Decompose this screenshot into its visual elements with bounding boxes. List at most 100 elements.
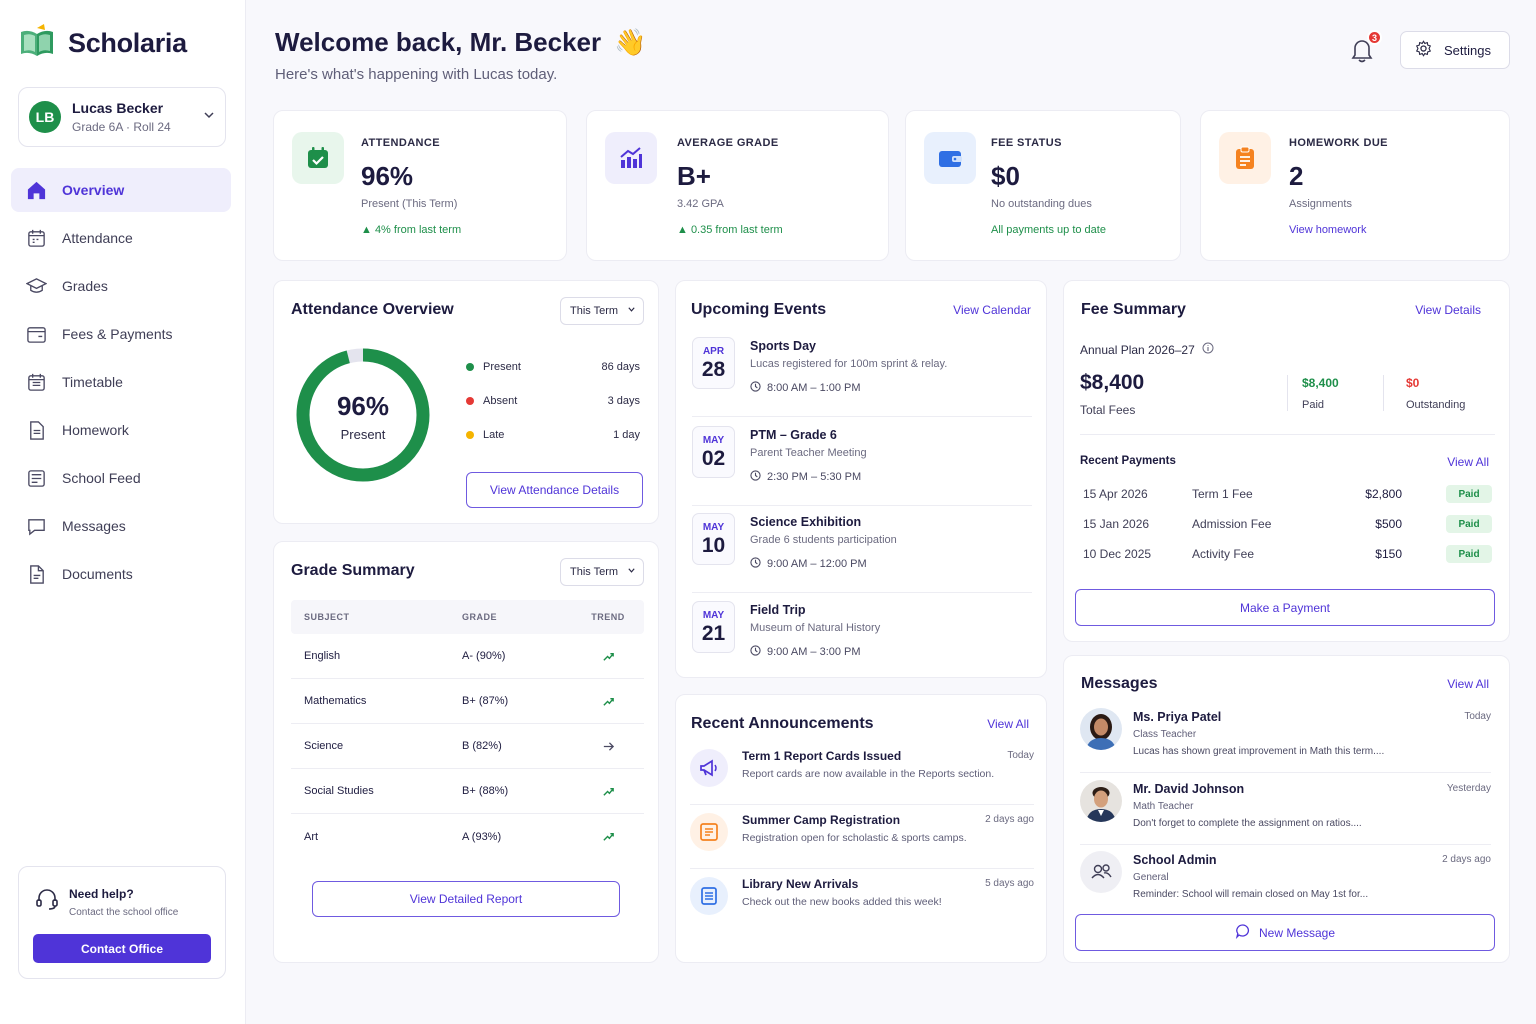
payment-amount: $500: [1375, 517, 1402, 531]
event-item[interactable]: MAY 02 PTM – Grade 6 Parent Teacher Meet…: [692, 418, 1032, 506]
message-preview: Lucas has shown great improvement in Mat…: [1133, 746, 1385, 757]
chat-bubble-icon: [1235, 923, 1251, 942]
info-icon[interactable]: [1202, 342, 1214, 357]
table-row[interactable]: Science B (82%): [291, 724, 644, 769]
student-switcher[interactable]: LB Lucas Becker Grade 6A · Roll 24: [18, 87, 226, 147]
term-filter-select[interactable]: This Term: [560, 297, 644, 325]
upcoming-events-card: Upcoming Events View Calendar APR 28 Spo…: [675, 280, 1047, 678]
settings-button[interactable]: Settings: [1400, 31, 1510, 69]
legend-value: 3 days: [607, 395, 640, 407]
payment-row[interactable]: 10 Dec 2025 Activity Fee $150 Paid: [1083, 545, 1492, 563]
nav-item-timetable[interactable]: Timetable: [11, 360, 231, 404]
event-time-text: 8:00 AM – 1:00 PM: [767, 382, 861, 394]
event-item[interactable]: MAY 21 Field Trip Museum of Natural Hist…: [692, 593, 1032, 681]
paid-status-badge: Paid: [1446, 485, 1492, 503]
view-attendance-details-button[interactable]: View Attendance Details: [466, 472, 643, 508]
nav-label: Documents: [62, 566, 133, 582]
legend-dot: [466, 397, 474, 405]
calendar-check-icon: [292, 132, 344, 184]
select-value: This Term: [570, 566, 619, 578]
chevron-down-icon: [627, 305, 636, 317]
stat-status: All payments up to date: [991, 224, 1106, 236]
stat-value: 96%: [361, 161, 414, 191]
view-all-messages-link[interactable]: View All: [1447, 677, 1489, 691]
student-avatar: LB: [29, 101, 61, 133]
bell-icon[interactable]: [1348, 36, 1376, 69]
event-date: MAY 10: [692, 513, 735, 565]
message-item[interactable]: Mr. David Johnson Math Teacher Don't for…: [1080, 774, 1491, 845]
announcement-time: 2 days ago: [985, 814, 1034, 825]
form-icon: [690, 813, 728, 851]
announcement-item[interactable]: Library New Arrivals Check out the new b…: [690, 869, 1034, 933]
announcement-description: Check out the new books added this week!: [742, 896, 942, 908]
view-detailed-report-button[interactable]: View Detailed Report: [312, 881, 620, 917]
announcement-description: Registration open for scholastic & sport…: [742, 832, 967, 844]
stat-subtext: 3.42 GPA: [677, 198, 724, 210]
headset-icon: [35, 887, 59, 916]
announcement-title: Library New Arrivals: [742, 877, 859, 891]
paid-status-badge: Paid: [1446, 515, 1492, 533]
event-description: Parent Teacher Meeting: [750, 447, 867, 459]
message-item[interactable]: Ms. Priya Patel Class Teacher Lucas has …: [1080, 702, 1491, 773]
nav-item-grades[interactable]: Grades: [11, 264, 231, 308]
attendance-stat-card[interactable]: ATTENDANCE 96% Present (This Term) ▲ 4% …: [273, 110, 567, 261]
clock-icon: [750, 470, 761, 484]
fee-plan-label: Annual Plan 2026–27: [1080, 342, 1195, 357]
announcement-item[interactable]: Term 1 Report Cards Issued Report cards …: [690, 741, 1034, 805]
grade-cell: A- (90%): [462, 650, 506, 662]
event-time-text: 2:30 PM – 5:30 PM: [767, 471, 862, 483]
avatar: [1080, 708, 1122, 750]
subject-cell: Social Studies: [304, 785, 374, 797]
stat-label: HOMEWORK DUE: [1289, 137, 1388, 149]
nav-item-attendance[interactable]: Attendance: [11, 216, 231, 260]
subject-cell: Art: [304, 830, 319, 843]
homework-stat-card[interactable]: HOMEWORK DUE 2 Assignments View homework: [1200, 110, 1510, 261]
nav-item-school-feed[interactable]: School Feed: [11, 456, 231, 500]
view-all-announcements-link[interactable]: View All: [987, 717, 1029, 731]
announcement-item[interactable]: Summer Camp Registration Registration op…: [690, 805, 1034, 869]
fee-stat-card[interactable]: FEE STATUS $0 No outstanding dues All pa…: [905, 110, 1181, 261]
nav-item-homework[interactable]: Homework: [11, 408, 231, 452]
contact-office-button[interactable]: Contact Office: [33, 934, 211, 963]
payment-row[interactable]: 15 Jan 2026 Admission Fee $500 Paid: [1083, 515, 1492, 533]
brand[interactable]: Scholaria: [18, 22, 187, 65]
table-row[interactable]: Mathematics B+ (87%): [291, 679, 644, 724]
announcement-time: 5 days ago: [985, 878, 1034, 889]
table-row[interactable]: Social Studies B+ (88%): [291, 769, 644, 814]
wallet-icon: [924, 132, 976, 184]
card-title: Fee Summary: [1081, 301, 1186, 318]
payment-row[interactable]: 15 Apr 2026 Term 1 Fee $2,800 Paid: [1083, 485, 1492, 503]
card-title: Upcoming Events: [691, 301, 827, 318]
make-payment-button[interactable]: Make a Payment: [1075, 589, 1495, 626]
view-calendar-link[interactable]: View Calendar: [953, 303, 1031, 317]
term-filter-select[interactable]: This Term: [560, 558, 644, 586]
view-homework-link[interactable]: View homework: [1289, 224, 1367, 236]
message-preview: Don't forget to complete the assignment …: [1133, 818, 1362, 829]
new-message-button[interactable]: New Message: [1075, 914, 1495, 951]
stat-value: $0: [991, 161, 1020, 191]
nav-item-fees[interactable]: Fees & Payments: [11, 312, 231, 356]
grade-stat-card[interactable]: AVERAGE GRADE B+ 3.42 GPA ▲ 0.35 from la…: [586, 110, 889, 261]
event-item[interactable]: MAY 10 Science Exhibition Grade 6 studen…: [692, 505, 1032, 593]
view-all-payments-link[interactable]: View All: [1447, 455, 1489, 469]
nav-item-messages[interactable]: Messages: [11, 504, 231, 548]
view-fee-details-link[interactable]: View Details: [1415, 303, 1481, 317]
table-row[interactable]: English A- (90%): [291, 634, 644, 679]
trend-up-icon: [588, 785, 628, 798]
nav-item-overview[interactable]: Overview: [11, 168, 231, 212]
nav-label: Messages: [62, 518, 126, 534]
nav-item-documents[interactable]: Documents: [11, 552, 231, 596]
nav-label: Grades: [62, 278, 108, 294]
legend-label: Absent: [483, 395, 518, 407]
announcement-time: Today: [1007, 750, 1034, 761]
event-month: APR: [702, 346, 725, 357]
feed-icon: [28, 469, 45, 487]
help-title: Need help?: [69, 887, 134, 901]
event-item[interactable]: APR 28 Sports Day Lucas registered for 1…: [692, 329, 1032, 417]
trend-up-icon: [588, 830, 628, 843]
table-row[interactable]: Art A (93%): [291, 814, 644, 859]
message-item[interactable]: School Admin General Reminder: School wi…: [1080, 845, 1491, 916]
event-description: Lucas registered for 100m sprint & relay…: [750, 358, 948, 370]
document-icon: [30, 420, 44, 440]
users-icon: [1080, 851, 1122, 893]
